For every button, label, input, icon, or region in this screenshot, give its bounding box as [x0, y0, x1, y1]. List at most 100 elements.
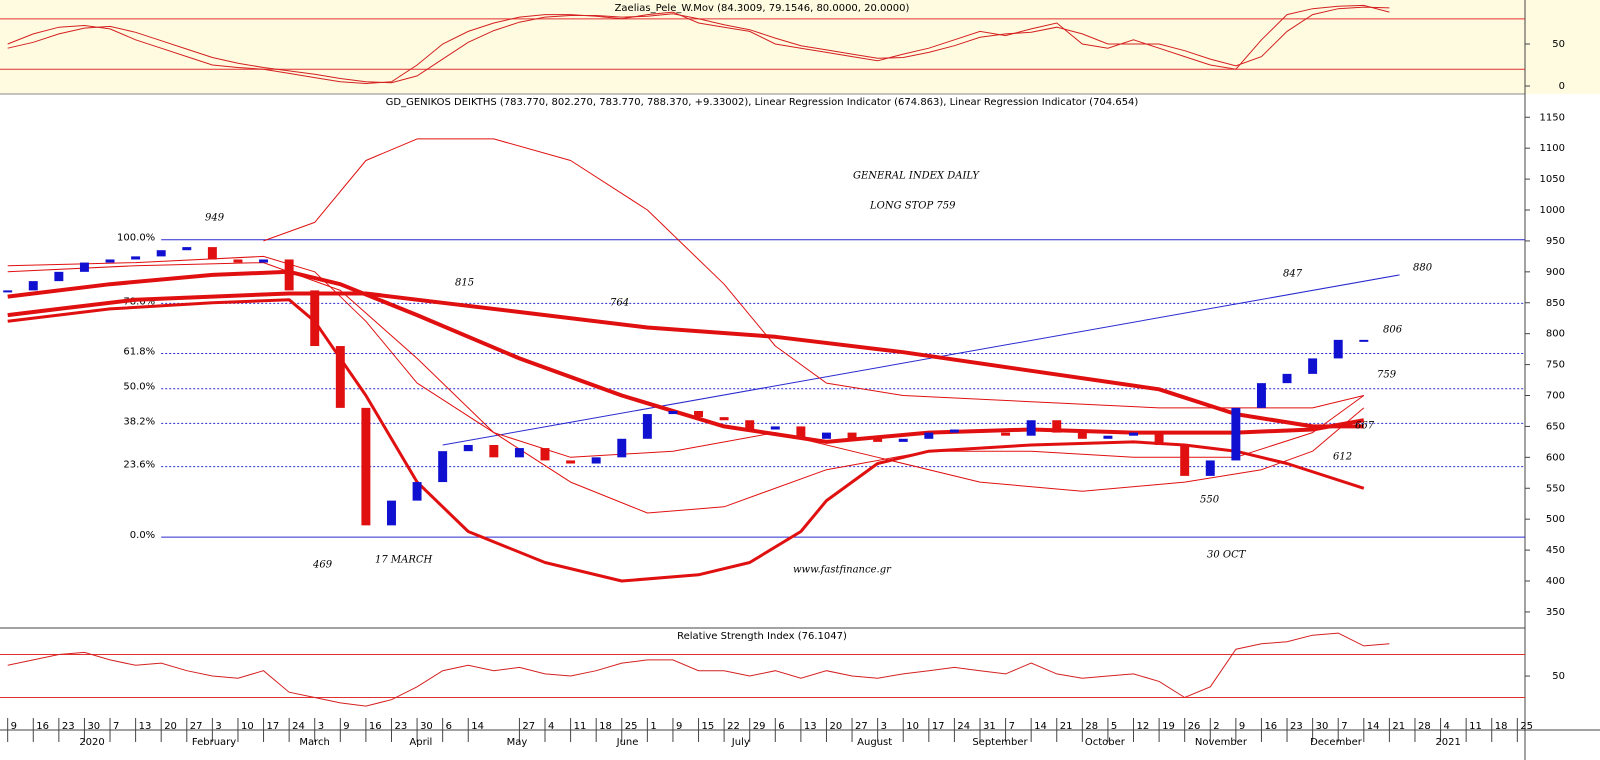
month-label: December: [1310, 737, 1363, 748]
x-tick-label: 19: [1162, 721, 1175, 732]
annotation: www.fastfinance.gr: [793, 565, 892, 576]
candle: [668, 410, 678, 415]
x-tick-label: 26: [1188, 721, 1201, 732]
candle: [463, 444, 473, 452]
x-tick-label: 14: [1034, 721, 1047, 732]
candle: [873, 438, 883, 442]
x-tick-label: 23: [1290, 721, 1303, 732]
candle: [617, 438, 627, 458]
y-tick-label: 1000: [1540, 205, 1565, 216]
x-tick-label: 27: [190, 721, 203, 732]
candle: [1282, 373, 1292, 384]
x-tick-label: 20: [164, 721, 177, 732]
candle: [566, 460, 576, 464]
annotation: 469: [312, 560, 333, 571]
candle: [694, 410, 704, 418]
candle: [898, 438, 908, 442]
candle: [3, 290, 13, 293]
x-tick-label: 9: [1239, 721, 1245, 732]
x-tick-label: 17: [932, 721, 945, 732]
y-tick-label: 550: [1546, 483, 1565, 494]
x-tick-label: 16: [36, 721, 49, 732]
candle: [1154, 432, 1164, 445]
candle: [105, 259, 115, 263]
x-tick-label: 13: [804, 721, 817, 732]
fib-label: 0.0%: [130, 530, 155, 541]
y-tick-label: 800: [1546, 329, 1565, 340]
y-tick-label: 950: [1546, 236, 1565, 247]
fib-label: 23.6%: [123, 460, 155, 471]
x-tick-label: 7: [1009, 721, 1015, 732]
y-tick-label: 50: [1552, 39, 1565, 50]
candle: [1333, 339, 1343, 359]
month-label: July: [731, 737, 750, 748]
x-tick-label: 30: [1316, 721, 1329, 732]
month-label: June: [616, 737, 639, 748]
y-tick-label: 0: [1559, 81, 1565, 92]
y-tick-label: 450: [1546, 545, 1565, 556]
x-tick-label: 10: [241, 721, 254, 732]
x-tick-label: 30: [420, 721, 433, 732]
annotation: 764: [610, 298, 629, 309]
panel-title: GD_GENIKOS DEIKTHS (783.770, 802.270, 78…: [386, 97, 1139, 108]
x-tick-label: 1: [650, 721, 656, 732]
candle: [131, 256, 141, 260]
candle: [1103, 435, 1113, 439]
x-tick-label: 25: [625, 721, 638, 732]
overlay-line: [7, 255, 1365, 514]
candle: [1180, 444, 1190, 476]
x-tick-label: 17: [267, 721, 280, 732]
x-tick-label: 11: [1469, 721, 1482, 732]
candle: [1359, 339, 1369, 342]
x-tick-label: 18: [1495, 721, 1508, 732]
y-tick-label: 650: [1546, 421, 1565, 432]
y-tick-label: 50: [1552, 671, 1565, 682]
candle: [54, 271, 64, 282]
y-tick-label: 600: [1546, 452, 1565, 463]
fib-label: 100.0%: [117, 233, 155, 244]
candle: [28, 281, 38, 291]
candle: [924, 432, 934, 439]
candle: [540, 448, 550, 461]
series-line: [7, 4, 1390, 85]
x-tick-label: 30: [87, 721, 100, 732]
candle: [438, 451, 448, 483]
annotation: 847: [1283, 269, 1303, 280]
y-tick-label: 500: [1546, 514, 1565, 525]
x-tick-label: 25: [1520, 721, 1533, 732]
x-tick-label: 3: [318, 721, 324, 732]
x-tick-label: 12: [1137, 721, 1150, 732]
candle: [412, 482, 422, 501]
y-tick-label: 400: [1546, 576, 1565, 587]
annotation: 667: [1355, 421, 1375, 432]
annotation: 30 OCT: [1207, 550, 1247, 561]
fib-label: 50.0%: [123, 382, 155, 393]
x-tick-label: 16: [369, 721, 382, 732]
overlay-line: [7, 291, 1364, 429]
month-label: April: [409, 737, 432, 748]
x-tick-label: 24: [957, 721, 970, 732]
x-tick-label: 2: [1213, 721, 1219, 732]
x-tick-label: 24: [292, 721, 305, 732]
candle: [591, 457, 601, 464]
x-tick-label: 5: [1111, 721, 1117, 732]
candle: [719, 417, 729, 421]
annotation: LONG STOP 759: [869, 201, 956, 212]
x-tick-label: 28: [1085, 721, 1098, 732]
month-label: May: [507, 737, 528, 748]
overlay-line: [7, 269, 1365, 444]
candle: [1231, 407, 1241, 461]
x-tick-label: 14: [1367, 721, 1380, 732]
candle: [821, 432, 831, 439]
month-label: September: [972, 737, 1028, 748]
candle: [207, 247, 217, 260]
trendline: [442, 274, 1400, 446]
x-tick-label: 16: [1264, 721, 1277, 732]
x-tick-label: 20: [829, 721, 842, 732]
candle: [796, 426, 806, 439]
x-tick-label: 18: [599, 721, 612, 732]
month-label: November: [1195, 737, 1248, 748]
month-label: August: [857, 737, 892, 748]
